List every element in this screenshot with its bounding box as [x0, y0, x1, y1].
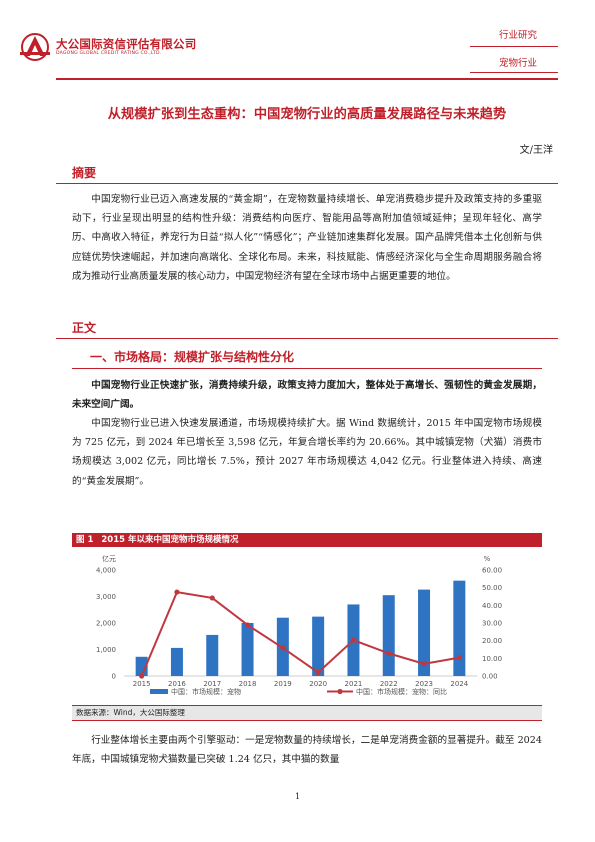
header-rule: [56, 78, 558, 81]
x-tick: 2022: [380, 680, 398, 688]
abstract-text: 中国宠物行业已迈入高速发展的“黄金期”，在宠物数量持续增长、单宠消费稳步提升及政…: [72, 194, 542, 282]
y-tick-right: 30.00: [482, 620, 502, 628]
report-title: 从规模扩张到生态重构：中国宠物行业的高质量发展路径与未来趋势: [107, 107, 507, 122]
market-size-chart: 亿元 % 0 1,000 2,000 3,000 4,000 0.00 10.00 20.00 30…: [96, 554, 502, 696]
abstract-heading: 摘要: [72, 166, 97, 180]
legend-swatch-bar: [150, 689, 168, 694]
y-tick-right: 20.00: [482, 637, 502, 645]
yoy-point-2015: [139, 673, 145, 679]
figure-rule: [72, 705, 542, 706]
x-tick: 2015: [133, 680, 151, 688]
bar-2016: [170, 647, 183, 676]
body-heading: 正文: [72, 321, 97, 335]
bar-2022: [382, 595, 395, 676]
legend-swatch-point: [337, 688, 343, 695]
bar-2024: [453, 580, 466, 676]
header-divider: [470, 46, 558, 47]
category-tag: 行业研究: [498, 30, 537, 41]
yoy-point-2024: [456, 655, 462, 661]
bar-2020: [312, 616, 325, 676]
yoy-point-2023: [421, 661, 427, 667]
x-tick: 2019: [274, 680, 292, 688]
y-axis-right-unit: %: [484, 555, 491, 563]
industry-tag: 宠物行业: [498, 58, 537, 69]
company-name-en: DAGONG GLOBAL CREDIT RATING CO.,LTD.: [56, 51, 162, 56]
x-tick: 2017: [203, 680, 221, 688]
y-tick-right: 50.00: [482, 584, 502, 592]
section-rule: [72, 368, 542, 369]
legend-label-line: 中国：市场规模：宠物：同比: [356, 687, 447, 696]
x-tick: 2024: [450, 680, 468, 688]
header-divider: [470, 72, 558, 73]
page-number: 1: [294, 792, 301, 801]
y-tick-right: 10.00: [482, 655, 502, 663]
bar-2017: [206, 634, 219, 676]
yoy-point-2017: [209, 595, 215, 601]
section-heading: 一、市场格局：规模扩张与结构性分化: [90, 350, 295, 364]
yoy-point-2021: [350, 637, 357, 643]
dagong-logo-icon: [20, 33, 50, 61]
company-name-cn: 大公国际资信评估有限公司: [56, 37, 197, 51]
x-tick: 2020: [309, 680, 327, 688]
y-tick-left: 2,000: [96, 620, 116, 628]
y-tick-left: 1,000: [96, 646, 116, 654]
yoy-line: [140, 590, 460, 677]
bar-2023: [418, 589, 431, 676]
figure-title: 2015 年以来中国宠物市场规模情况: [101, 535, 239, 545]
y-tick-right: 0.00: [482, 673, 498, 681]
body-paragraph: 中国宠物行业已进入快速发展通道，市场规模持续扩大。据 Wind 数据统计，201…: [72, 418, 542, 487]
y-tick-left: 4,000: [96, 567, 116, 575]
yoy-point-2016: [174, 589, 180, 595]
y-axis-left-unit: 亿元: [102, 554, 116, 563]
body-paragraph: 行业整体增长主要由两个引擎驱动：一是宠物数量的持续增长，二是单宠消费金额的显著提…: [72, 735, 542, 766]
x-tick: 2023: [415, 680, 433, 688]
yoy-point-2018: [244, 622, 251, 628]
figure-source: 数据来源：Wind，大公国际整理: [72, 706, 542, 720]
figure-label: 图 1: [76, 535, 94, 545]
body-rule: [56, 338, 558, 339]
y-tick-left: 0: [112, 673, 116, 681]
yoy-point-2020: [315, 669, 321, 676]
x-tick: 2021: [345, 680, 363, 688]
x-tick: 2016: [168, 680, 186, 688]
x-tick: 2018: [239, 680, 257, 688]
yoy-point-2022: [386, 650, 392, 656]
section-lead: 中国宠物行业正快速扩张，消费持续升级，政策支持力度加大，整体处于高增长、强韧性的…: [72, 380, 542, 411]
bar-2018: [241, 623, 254, 676]
y-tick-right: 60.00: [482, 567, 502, 575]
yoy-point-2019: [280, 645, 286, 651]
y-tick-right: 40.00: [482, 602, 502, 610]
figure-title-bar: 图 1 2015 年以来中国宠物市场规模情况: [72, 533, 542, 547]
figure-rule: [72, 720, 542, 721]
abstract-rule: [56, 183, 558, 184]
legend-label-bar: 中国：市场规模：宠物: [171, 687, 241, 696]
y-tick-left: 3,000: [96, 593, 116, 601]
company-logo: 大公国际资信评估有限公司 DAGONG GLOBAL CREDIT RATING…: [18, 30, 218, 64]
author: 文/王洋: [519, 145, 553, 156]
